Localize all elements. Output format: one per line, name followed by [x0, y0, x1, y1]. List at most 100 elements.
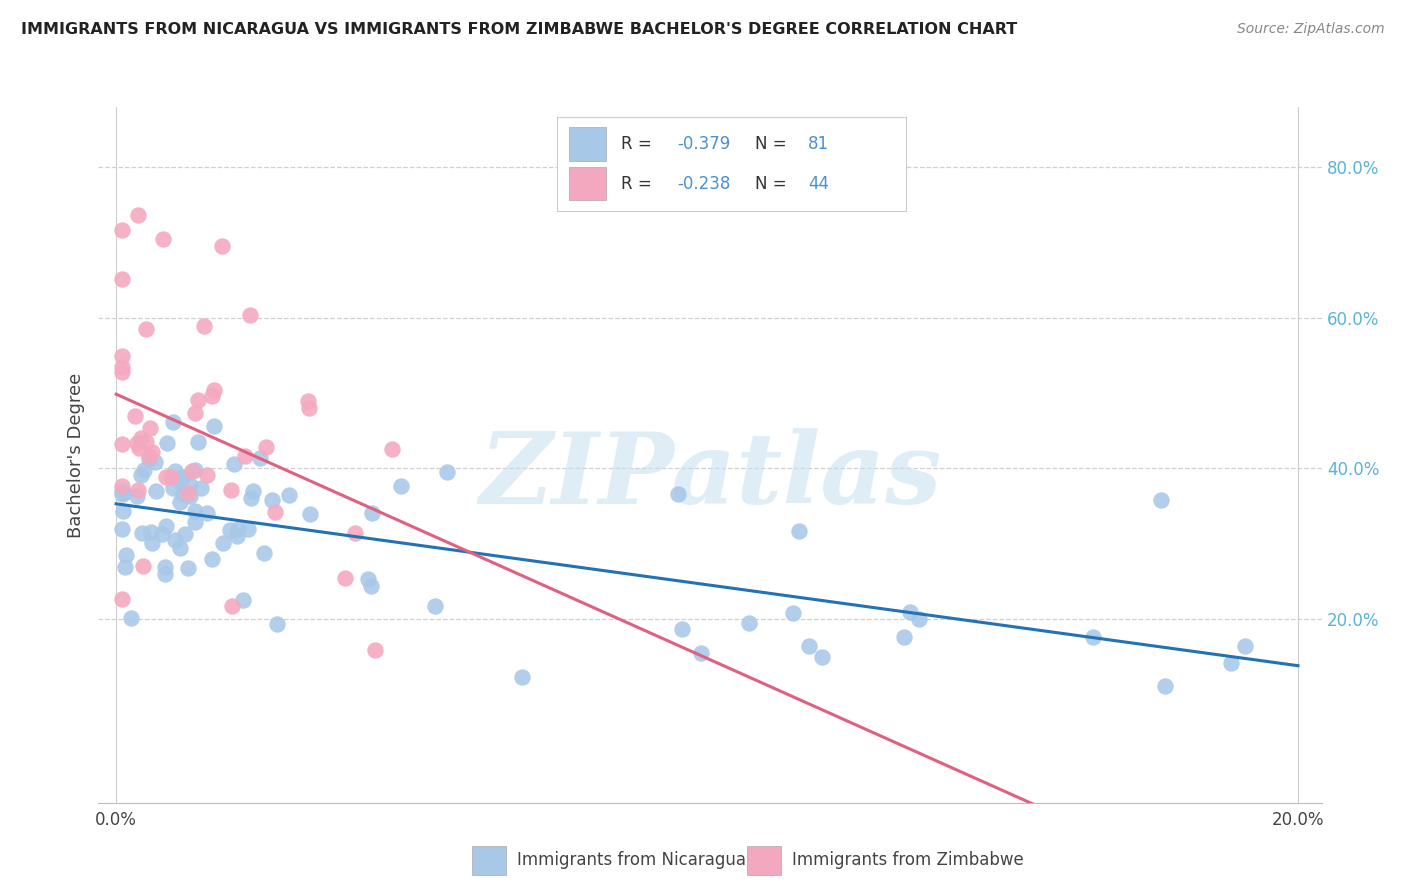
Point — [165, 533, 187, 547]
Point — [145, 484, 167, 499]
Point — [187, 393, 209, 408]
Point — [242, 483, 264, 498]
Point — [228, 522, 250, 536]
Point — [169, 495, 191, 509]
Point — [357, 573, 380, 587]
Point — [219, 523, 242, 537]
Text: 44: 44 — [808, 175, 830, 193]
Point — [1081, 630, 1104, 644]
Point — [172, 487, 194, 501]
Point — [226, 529, 249, 543]
Point — [201, 388, 224, 402]
Point — [135, 434, 157, 449]
Point — [221, 599, 243, 614]
Point — [1150, 492, 1173, 507]
Point — [197, 468, 219, 483]
Point — [177, 486, 200, 500]
Point — [893, 630, 915, 644]
Point — [139, 525, 162, 540]
Point — [254, 440, 277, 454]
Point — [423, 599, 446, 614]
Point — [190, 481, 212, 495]
Point — [155, 469, 177, 483]
Point — [181, 464, 204, 478]
Point — [160, 470, 183, 484]
Point — [152, 527, 174, 541]
Point — [155, 566, 177, 581]
Text: N =: N = — [755, 175, 792, 193]
Point — [112, 486, 135, 500]
Point — [153, 559, 176, 574]
Point — [690, 646, 713, 660]
Point — [436, 465, 458, 479]
Point — [124, 409, 146, 423]
Point — [111, 479, 134, 493]
Text: R =: R = — [620, 175, 657, 193]
Point — [187, 435, 209, 450]
Point — [111, 366, 134, 380]
Point — [202, 419, 225, 434]
Point — [138, 452, 160, 467]
Text: Source: ZipAtlas.com: Source: ZipAtlas.com — [1237, 22, 1385, 37]
Point — [131, 525, 153, 540]
Point — [201, 552, 224, 566]
Point — [908, 612, 931, 626]
Point — [1233, 639, 1256, 653]
Point — [179, 477, 201, 491]
Point — [120, 610, 142, 624]
Point — [156, 436, 179, 450]
Point — [169, 541, 191, 555]
Point — [111, 223, 134, 237]
Point — [195, 506, 218, 520]
Point — [184, 515, 207, 529]
Text: IMMIGRANTS FROM NICARAGUA VS IMMIGRANTS FROM ZIMBABWE BACHELOR'S DEGREE CORRELAT: IMMIGRANTS FROM NICARAGUA VS IMMIGRANTS … — [21, 22, 1018, 37]
Point — [236, 523, 259, 537]
Point — [278, 488, 301, 502]
Point — [170, 469, 193, 483]
Point — [127, 490, 149, 504]
Point — [510, 670, 533, 684]
Point — [112, 503, 135, 517]
FancyBboxPatch shape — [557, 118, 905, 211]
Point — [111, 592, 134, 607]
Point — [1154, 679, 1177, 693]
Point — [132, 559, 155, 574]
Point — [152, 232, 174, 246]
Point — [360, 579, 382, 593]
Point — [114, 559, 136, 574]
Point — [298, 507, 321, 521]
Point — [184, 503, 207, 517]
Point — [333, 571, 356, 585]
Point — [787, 524, 810, 539]
Point — [141, 536, 163, 550]
Point — [260, 493, 283, 508]
Point — [145, 455, 167, 469]
Point — [240, 491, 263, 505]
Point — [212, 536, 235, 550]
Point — [111, 272, 134, 286]
Point — [111, 486, 134, 500]
Point — [799, 639, 821, 653]
Point — [898, 605, 921, 619]
Point — [111, 349, 134, 363]
Text: Immigrants from Zimbabwe: Immigrants from Zimbabwe — [792, 851, 1024, 869]
Point — [298, 401, 321, 416]
Point — [127, 209, 149, 223]
Text: ZIPatlas: ZIPatlas — [479, 427, 941, 524]
Point — [162, 415, 184, 429]
FancyBboxPatch shape — [569, 167, 606, 201]
Point — [222, 457, 245, 471]
Point — [204, 384, 226, 398]
Point — [364, 643, 387, 657]
FancyBboxPatch shape — [569, 128, 606, 161]
Text: 81: 81 — [808, 135, 830, 153]
Point — [184, 406, 207, 420]
Point — [135, 322, 157, 336]
Point — [138, 449, 160, 463]
Text: Immigrants from Nicaragua: Immigrants from Nicaragua — [517, 851, 745, 869]
Point — [193, 318, 215, 333]
Point — [141, 445, 163, 459]
Point — [381, 442, 404, 457]
Text: -0.238: -0.238 — [678, 175, 730, 193]
Point — [139, 421, 162, 435]
